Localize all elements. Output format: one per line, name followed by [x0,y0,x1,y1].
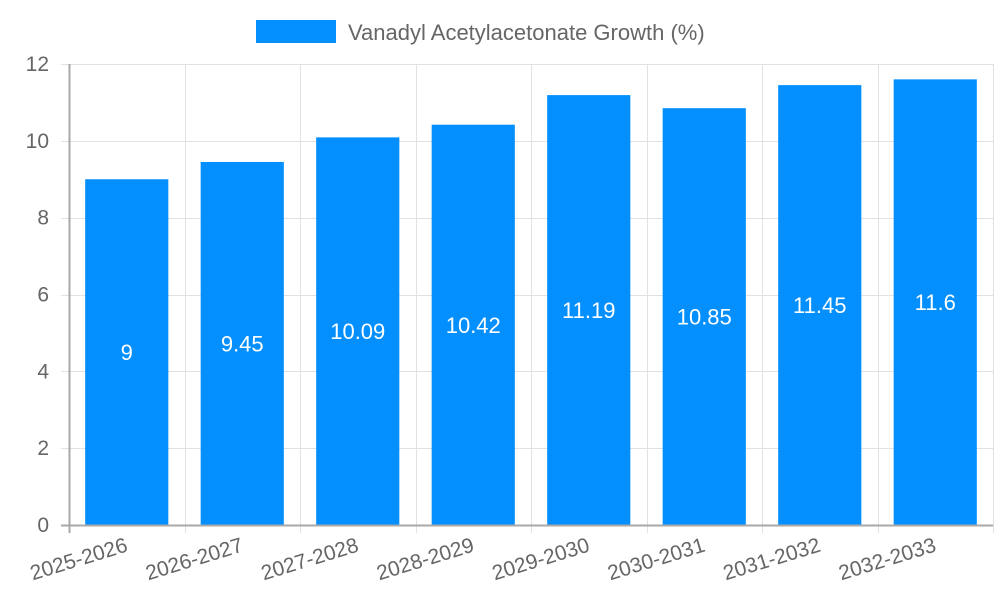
x-tick-label: 2025-2026 [27,534,130,585]
bar-rect[interactable] [200,161,284,525]
y-tick-label: 10 [26,130,49,153]
bars: 9 9.45 10.09 10.42 11.19 10.85 11.45 11.6 [85,79,977,526]
bar-value-label: 11.6 [915,290,956,315]
bar[interactable]: 11.19 [547,95,631,526]
bar[interactable]: 11.6 [893,79,977,525]
y-tick-label: 6 [37,284,49,307]
bar-rect[interactable] [547,95,631,526]
bar[interactable]: 11.45 [778,85,862,526]
bar[interactable]: 9 [85,179,169,525]
x-tick-label: 2026-2027 [143,534,246,585]
axes [68,64,993,533]
x-tick-label: 2030-2031 [605,534,708,585]
y-tick-label: 8 [37,207,49,230]
bar-rect[interactable] [778,85,862,526]
x-tick-label: 2031-2032 [720,534,823,585]
bar[interactable]: 10.42 [431,124,515,525]
bar[interactable]: 10.85 [662,108,746,525]
bar-value-label: 10.42 [446,313,501,338]
legend-swatch [256,20,336,43]
y-tick-label: 12 [26,53,49,76]
bar-value-label: 9.45 [221,331,264,356]
bar-rect[interactable] [431,124,515,525]
y-tick-label: 2 [37,437,49,460]
x-tick-label: 2029-2030 [489,534,592,585]
bar[interactable]: 10.09 [316,137,400,525]
y-tick-label: 4 [37,360,49,383]
legend-label: Vanadyl Acetylacetonate Growth (%) [348,20,705,45]
x-axis-ticks: 2025-2026 2026-2027 2027-2028 2028-2029 2029… [27,534,938,585]
x-tick-label: 2028-2029 [374,534,477,585]
bar-value-label: 11.45 [793,293,846,318]
x-tick-label: 2032-2033 [836,534,939,585]
bar-value-label: 9 [121,340,133,365]
bar-value-label: 11.19 [562,298,615,323]
legend[interactable]: Vanadyl Acetylacetonate Growth (%) [256,20,705,45]
bar-value-label: 10.85 [677,305,732,330]
y-axis-ticks: 0 2 4 6 8 10 12 [26,53,50,537]
bar-rect[interactable] [662,108,746,525]
bar[interactable]: 9.45 [200,161,284,525]
bar-rect[interactable] [316,137,400,525]
bar-value-label: 10.09 [330,319,385,344]
y-tick-label: 0 [37,514,49,537]
x-tick-label: 2027-2028 [258,534,361,585]
bar-rect[interactable] [893,79,977,525]
bar-rect[interactable] [85,179,169,525]
